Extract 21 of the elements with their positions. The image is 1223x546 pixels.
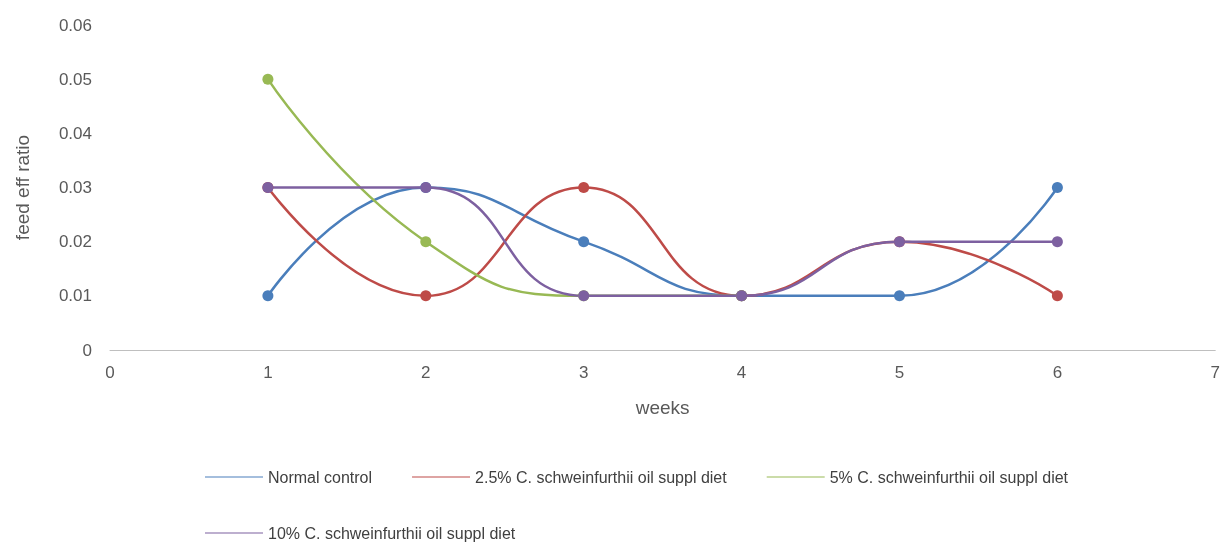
y-axis-title: feed eff ratio [12,134,33,241]
x-tick-label: 7 [1210,363,1221,382]
legend-label: 10% C. schweinfurthii oil suppl diet [268,524,516,542]
x-tick-label: 1 [263,363,273,382]
x-tick-label: 5 [894,363,905,382]
y-tick-label: 0.06 [58,15,92,35]
x-tick-label: 4 [736,363,747,382]
x-tick-label: 2 [421,363,431,382]
y-tick-label: 0 [82,340,92,360]
y-tick-label: 0.04 [58,123,92,143]
x-tick-label: 0 [105,363,115,382]
legend-label: 5% C. schweinfurthii oil suppl diet [829,468,1069,486]
legend-label: Normal control [268,468,373,486]
x-tick-label: 3 [578,363,589,382]
y-tick-label: 0.02 [58,232,92,252]
y-tick-label: 0.01 [58,286,92,306]
y-tick-label: 0.03 [58,178,92,197]
x-axis-title: weeks [634,397,690,418]
x-tick-label: 6 [1052,363,1063,382]
legend-label: 2.5% C. schweinfurthii oil suppl diet [475,468,728,486]
y-tick-label: 0.05 [58,69,92,89]
